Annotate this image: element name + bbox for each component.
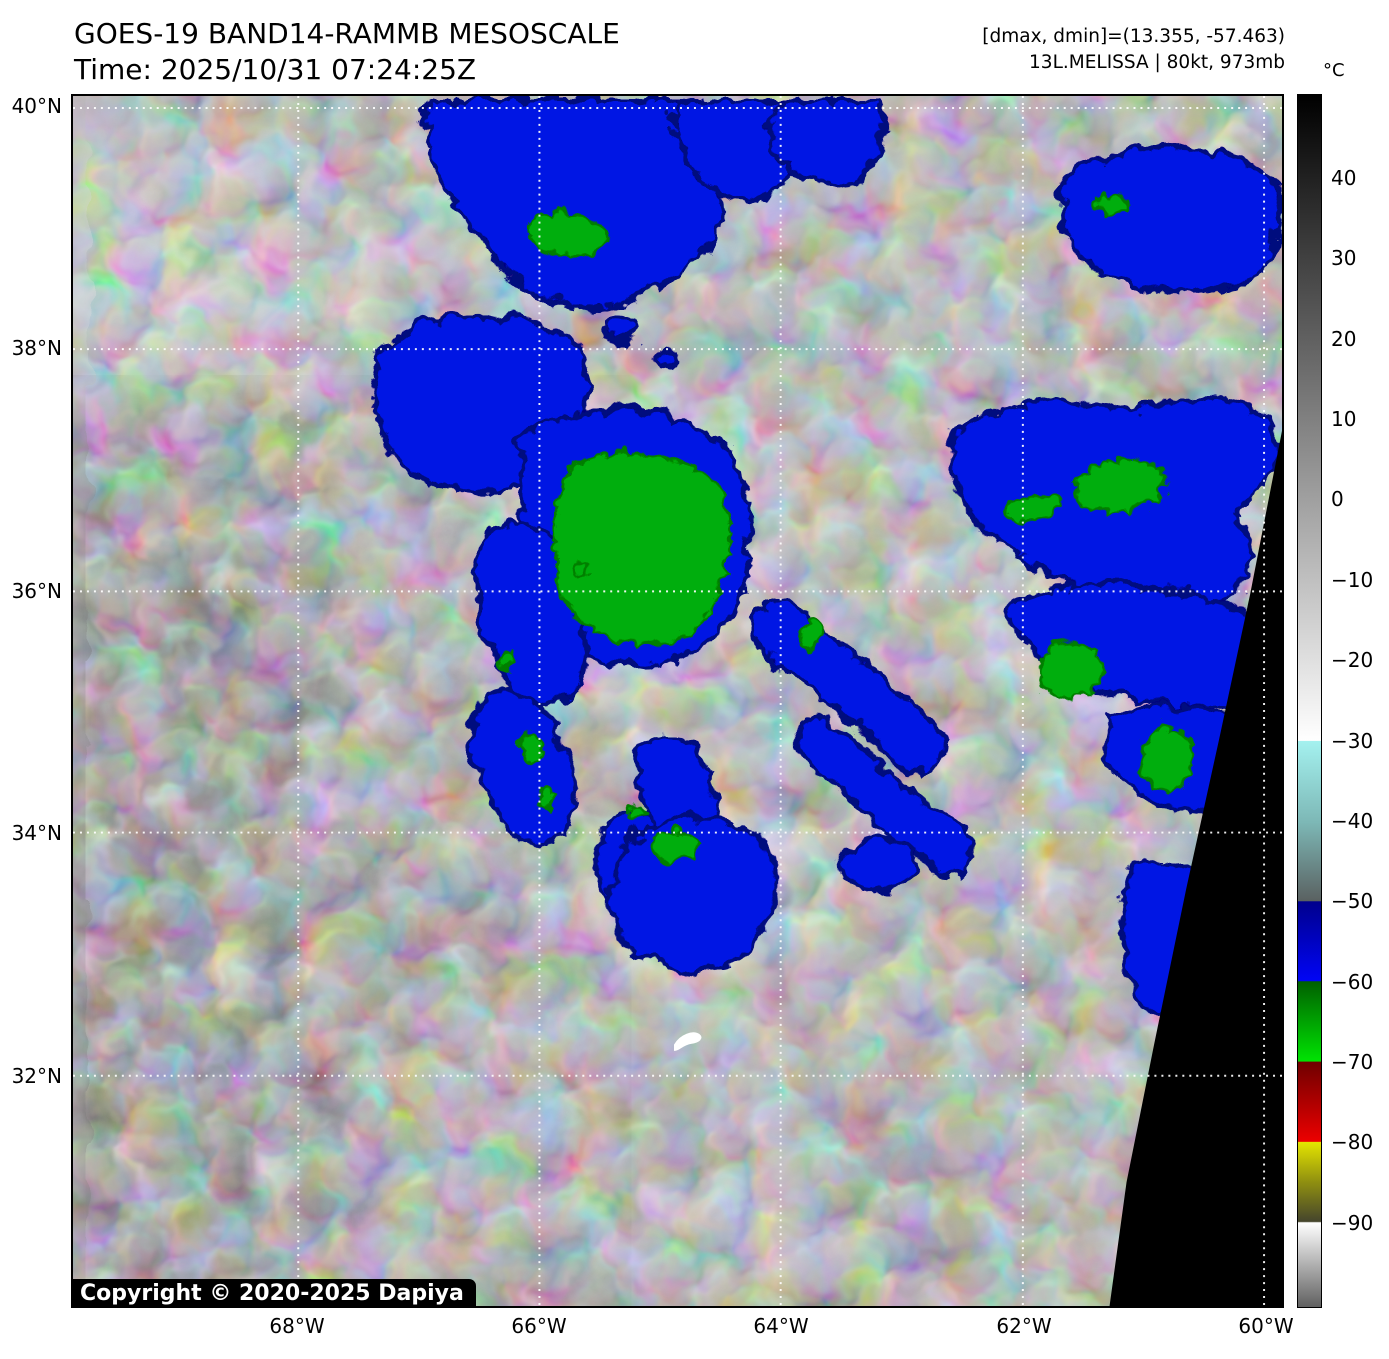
colorbar-tick-label: −20 [1331,648,1374,672]
header: GOES-19 BAND14-RAMMB MESOSCALE Time: 202… [74,16,620,88]
colorbar-tick-label: −70 [1331,1050,1374,1074]
lat-label: 36°N [11,579,62,603]
storm-status-readout: 13L.MELISSA | 80kt, 973mb [1029,52,1285,73]
colorbar-tick-label: −50 [1331,889,1374,913]
satellite-imagery [73,96,1282,1306]
colorbar-tick-label: 0 [1331,487,1344,511]
lat-label: 34°N [11,821,62,845]
colorbar-tick-label: −60 [1331,970,1374,994]
colorbar-tick-label: 40 [1331,166,1357,190]
colorbar-tick-label: −30 [1331,729,1374,753]
lon-label: 66°W [511,1314,567,1338]
copyright-badge: Copyright © 2020-2025 Dapiya [73,1279,476,1308]
colorbar-tick-label: −80 [1331,1130,1374,1154]
lat-label: 40°N [11,94,62,118]
colorbar-tick-label: −40 [1331,809,1374,833]
colorbar-tick-label: −90 [1331,1211,1374,1235]
satellite-image-panel [71,94,1284,1308]
colorbar-unit-label: °C [1323,60,1345,81]
colorbar-tick-label: 20 [1331,327,1357,351]
bermuda-coastline [674,1032,702,1051]
lon-label: 62°W [996,1314,1052,1338]
colorbar-tick-label: 10 [1331,407,1357,431]
lat-label: 32°N [11,1064,62,1088]
coldest-green-layer [495,191,1191,861]
colorbar-tick-label: 30 [1331,246,1357,270]
lon-label: 64°W [753,1314,809,1338]
lon-label: 60°W [1238,1314,1294,1338]
colorbar-tick-label: −10 [1331,568,1374,592]
lat-label: 38°N [11,336,62,360]
page-title: GOES-19 BAND14-RAMMB MESOSCALE [74,17,620,50]
temperature-colorbar [1297,94,1322,1308]
timestamp: Time: 2025/10/31 07:24:25Z [74,53,477,86]
scan-edge-wedge [1109,430,1282,1306]
header-right: [dmax, dmin]=(13.355, -57.463) 13L.MELIS… [982,24,1285,76]
lon-label: 68°W [269,1314,325,1338]
data-range-readout: [dmax, dmin]=(13.355, -57.463) [982,26,1285,47]
